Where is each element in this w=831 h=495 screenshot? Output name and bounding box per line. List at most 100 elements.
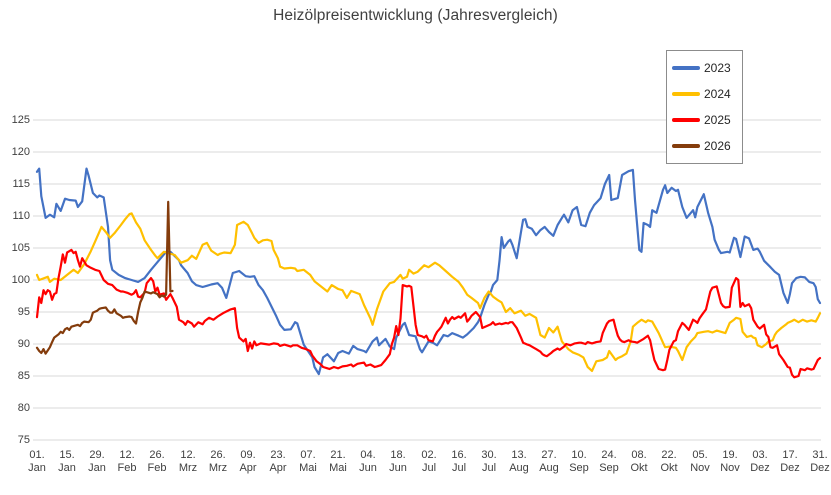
x-axis-label: 09. Apr <box>232 449 264 475</box>
legend-item-2025[interactable]: 2025 <box>667 108 742 132</box>
x-axis-label: 23. Apr <box>262 449 294 475</box>
y-axis-label: 115 <box>12 178 30 190</box>
x-axis-label-day: 30. <box>481 449 497 461</box>
x-axis-label-month: Mai <box>329 462 347 474</box>
x-axis-label-month: Jun <box>389 462 407 474</box>
x-axis-label-day: 13. <box>511 449 527 461</box>
series-line-2024[interactable] <box>35 212 822 372</box>
x-axis-label-day: 19. <box>722 449 738 461</box>
x-axis-label-month: Apr <box>239 462 257 474</box>
legend-label: 2024 <box>704 87 731 101</box>
x-axis-label-month: Jul <box>481 462 497 474</box>
x-axis-label-day: 29. <box>89 449 105 461</box>
y-axis-label: 90 <box>17 338 30 350</box>
x-axis-label-month: Sep <box>599 462 619 474</box>
x-axis-label-month: Aug <box>509 462 529 474</box>
legend-swatch-2024 <box>672 92 700 96</box>
x-axis-label-day: 12. <box>119 449 135 461</box>
x-axis-label: 16. Jul <box>443 449 475 475</box>
x-axis-label-day: 24. <box>601 449 617 461</box>
legend-swatch-2025 <box>672 118 700 122</box>
x-axis-label-day: 04. <box>360 449 376 461</box>
x-axis-label-day: 01. <box>29 449 45 461</box>
x-axis-label-day: 21. <box>330 449 346 461</box>
series-line-2023[interactable] <box>35 167 822 376</box>
x-axis-label: 12. Feb <box>111 449 143 475</box>
legend-item-2023[interactable]: 2023 <box>667 56 742 80</box>
chart-title: Heizölpreisentwicklung (Jahresvergleich) <box>273 7 558 24</box>
x-axis-label-day: 23. <box>270 449 286 461</box>
x-axis-label-day: 26. <box>210 449 226 461</box>
x-axis-label-month: Mai <box>299 462 317 474</box>
x-axis-label: 05. Nov <box>684 449 716 475</box>
x-axis-label: 26. Feb <box>141 449 173 475</box>
x-axis-label-day: 12. <box>180 449 196 461</box>
x-axis-label-day: 31. <box>812 449 828 461</box>
x-axis-label-day: 16. <box>451 449 467 461</box>
x-axis-label-month: Jan <box>88 462 106 474</box>
x-axis-label-month: Jul <box>421 462 437 474</box>
x-axis-label-month: Dez <box>810 462 830 474</box>
x-axis-label: 17. Dez <box>774 449 806 475</box>
x-axis-label-month: Dez <box>780 462 800 474</box>
x-axis-label: 26. Mrz <box>202 449 234 475</box>
x-axis-label-day: 03. <box>752 449 768 461</box>
x-axis-label: 12. Mrz <box>172 449 204 475</box>
x-axis-label: 18. Jun <box>382 449 414 475</box>
x-axis-label: 07. Mai <box>292 449 324 475</box>
x-axis-label: 04. Jun <box>352 449 384 475</box>
legend-item-2024[interactable]: 2024 <box>667 82 742 106</box>
x-axis-label: 02. Jul <box>413 449 445 475</box>
x-axis-label: 13. Aug <box>503 449 535 475</box>
x-axis-label-day: 22. <box>661 449 677 461</box>
x-axis-label-month: Feb <box>147 462 167 474</box>
legend-swatch-2026 <box>672 144 700 148</box>
x-axis-label-month: Dez <box>750 462 770 474</box>
legend-item-2026[interactable]: 2026 <box>667 134 742 158</box>
x-axis-label-day: 07. <box>300 449 316 461</box>
x-axis-label: 01. Jan <box>21 449 53 475</box>
x-axis-label: 10. Sep <box>563 449 595 475</box>
x-axis-label-month: Nov <box>720 462 740 474</box>
y-axis-label: 100 <box>11 274 30 286</box>
x-axis-label-day: 02. <box>421 449 437 461</box>
legend-label: 2023 <box>704 61 731 75</box>
x-axis-label: 08. Okt <box>623 449 655 475</box>
y-axis-label: 75 <box>17 434 30 446</box>
legend: 2023 2024 2025 2026 <box>666 50 743 164</box>
x-axis-label: 15. Jan <box>51 449 83 475</box>
x-axis-label-day: 27. <box>541 449 557 461</box>
x-axis-label-day: 05. <box>692 449 708 461</box>
series-line-2025[interactable] <box>35 248 822 379</box>
x-axis-label-day: 10. <box>571 449 587 461</box>
x-axis-label-month: Mrz <box>178 462 198 474</box>
y-axis-label: 95 <box>17 306 30 318</box>
x-axis-label: 22. Okt <box>653 449 685 475</box>
y-axis-label: 85 <box>17 370 30 382</box>
x-axis-label-day: 15. <box>59 449 75 461</box>
x-axis-label-day: 17. <box>782 449 798 461</box>
x-axis-label-month: Jul <box>451 462 467 474</box>
x-axis-label-day: 08. <box>631 449 647 461</box>
x-axis-label: 30. Jul <box>473 449 505 475</box>
x-axis-label: 24. Sep <box>593 449 625 475</box>
x-axis-label-month: Sep <box>569 462 589 474</box>
x-axis-label-day: 26. <box>149 449 165 461</box>
x-axis-label: 27. Aug <box>533 449 565 475</box>
x-axis-label-month: Nov <box>690 462 710 474</box>
x-axis-label-month: Okt <box>630 462 648 474</box>
legend-label: 2025 <box>704 113 731 127</box>
legend-swatch-2023 <box>672 66 700 70</box>
y-axis-label: 125 <box>11 114 30 126</box>
series-line-2026[interactable] <box>35 200 174 355</box>
x-axis-label: 31. Dez <box>804 449 831 475</box>
y-axis-label: 120 <box>11 146 30 158</box>
x-axis-label-month: Feb <box>117 462 137 474</box>
y-axis-label: 105 <box>11 242 30 254</box>
x-axis-label-month: Okt <box>660 462 678 474</box>
x-axis-label: 03. Dez <box>744 449 776 475</box>
x-axis-label-day: 09. <box>240 449 256 461</box>
x-axis-label-month: Jun <box>359 462 377 474</box>
x-axis-label-month: Jan <box>28 462 46 474</box>
